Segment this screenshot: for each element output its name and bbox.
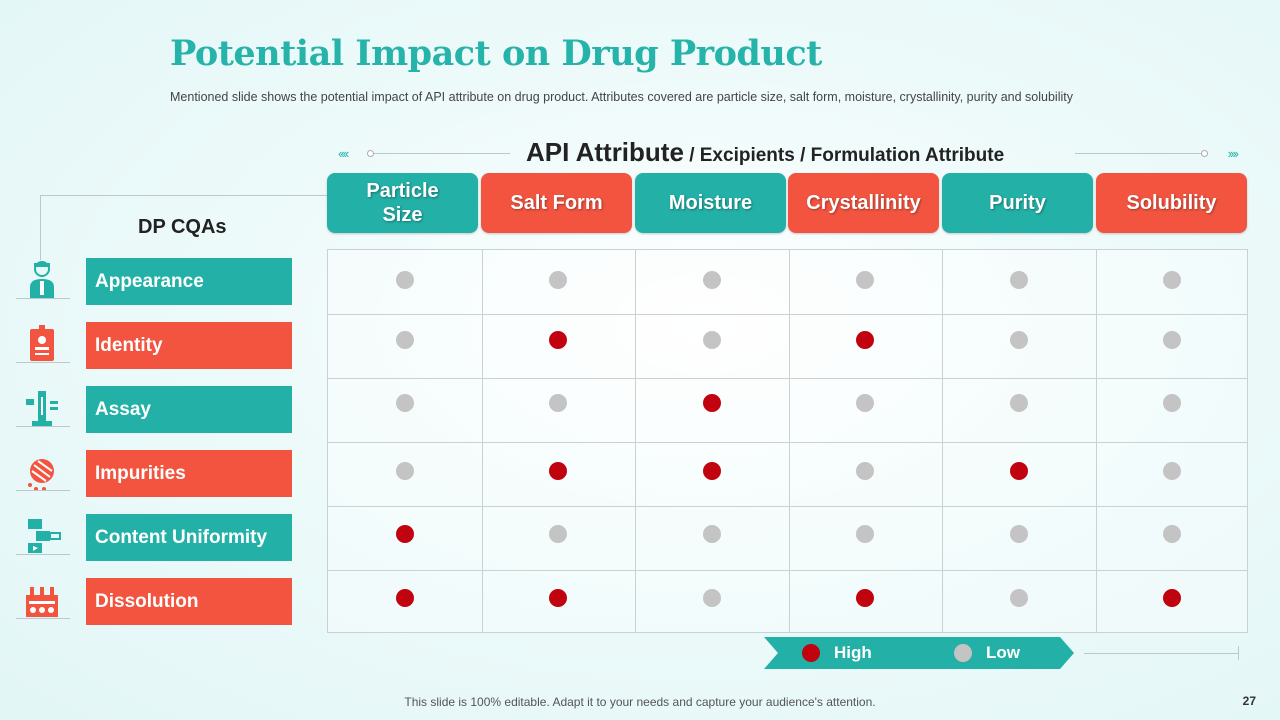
grid-line — [328, 442, 1247, 443]
impact-dot-low — [702, 525, 721, 543]
column-header: Particle Size — [327, 173, 478, 233]
impact-dot-low — [549, 525, 568, 543]
connector-line-vertical — [40, 195, 41, 260]
icon-underline — [16, 426, 70, 427]
page-number: 27 — [1242, 694, 1256, 708]
header-title: API Attribute / Excipients / Formulation… — [526, 137, 1004, 168]
test-tubes-icon — [16, 579, 68, 623]
impact-dot-low — [1163, 525, 1182, 543]
header-dot-right — [1201, 150, 1208, 157]
impact-dot-high — [1009, 462, 1028, 480]
legend-high-label: High — [834, 643, 872, 662]
molecule-icon — [16, 515, 68, 559]
legend-low: Low — [954, 643, 1020, 663]
grid-line — [328, 570, 1247, 571]
impact-dot-low — [856, 394, 875, 412]
row-label: Dissolution — [86, 578, 292, 625]
impact-dot-high — [702, 394, 721, 412]
impact-grid — [327, 249, 1248, 633]
impact-dot-low — [1163, 331, 1182, 349]
impact-dot-low — [395, 462, 414, 480]
impact-dot-high — [1163, 589, 1182, 607]
impact-dot-high — [549, 331, 568, 349]
grid-line — [942, 250, 943, 632]
grid-line — [788, 250, 790, 632]
grid-line — [1095, 250, 1097, 632]
icon-underline — [16, 490, 70, 491]
icon-underline — [16, 362, 70, 363]
legend: High Low — [764, 637, 1074, 669]
legend-tick — [1238, 646, 1239, 660]
impact-dot-low — [1009, 525, 1028, 543]
column-header: Solubility — [1096, 173, 1247, 233]
dp-cqas-label: DP CQAs — [138, 216, 227, 238]
grid-line — [328, 314, 1247, 315]
legend-line — [1084, 653, 1239, 654]
impact-dot-high — [395, 589, 414, 607]
header-dot-left — [367, 150, 374, 157]
impact-dot-low — [1163, 394, 1182, 412]
header-line-left — [370, 153, 510, 154]
column-header: Crystallinity — [788, 173, 939, 233]
impact-dot-low — [395, 331, 414, 349]
arrows-left-icon: ‹‹‹‹ — [338, 146, 349, 161]
row-label: Appearance — [86, 258, 292, 305]
footer-text: This slide is 100% editable. Adapt it to… — [404, 695, 876, 709]
low-dot-icon — [954, 644, 972, 662]
icon-underline — [16, 298, 70, 299]
row-label: Impurities — [86, 450, 292, 497]
header-main: API Attribute — [526, 137, 684, 167]
impact-dot-low — [1009, 271, 1028, 289]
page-subtitle: Mentioned slide shows the potential impa… — [170, 90, 1073, 104]
impact-dot-low — [856, 271, 875, 289]
impact-dot-high — [702, 462, 721, 480]
impact-dot-low — [549, 394, 568, 412]
impact-dot-high — [549, 589, 568, 607]
column-header: Purity — [942, 173, 1093, 233]
impact-dot-low — [1163, 462, 1182, 480]
row-label: Assay — [86, 386, 292, 433]
impact-dot-high — [856, 331, 875, 349]
grid-line — [328, 378, 1247, 379]
legend-low-label: Low — [986, 643, 1020, 662]
impact-dot-low — [1009, 589, 1028, 607]
header-rest: / Excipients / Formulation Attribute — [683, 145, 1005, 166]
legend-high: High — [802, 643, 872, 663]
id-card-icon — [16, 323, 68, 367]
attribute-header: ‹‹‹‹ API Attribute / Excipients / Formul… — [330, 136, 1245, 172]
impact-dot-low — [1009, 331, 1028, 349]
person-icon — [16, 259, 68, 303]
grid-line — [481, 250, 483, 632]
row-label: Content Uniformity — [86, 514, 292, 561]
page-title: Potential Impact on Drug Product — [170, 33, 822, 74]
impact-dot-low — [702, 331, 721, 349]
impact-dot-low — [1163, 271, 1182, 289]
impact-dot-low — [395, 271, 414, 289]
impact-dot-low — [1009, 394, 1028, 412]
high-dot-icon — [802, 644, 820, 662]
impact-dot-low — [702, 589, 721, 607]
lab-equipment-icon — [16, 387, 68, 431]
row-label: Identity — [86, 322, 292, 369]
impact-dot-low — [856, 525, 875, 543]
grid-line — [635, 250, 636, 632]
impact-dot-high — [395, 525, 414, 543]
impact-dot-high — [549, 462, 568, 480]
column-header: Moisture — [635, 173, 786, 233]
header-line-right — [1075, 153, 1205, 154]
arrows-right-icon: ›››› — [1227, 146, 1239, 161]
impact-dot-low — [395, 394, 414, 412]
impact-dot-low — [549, 271, 568, 289]
impact-dot-high — [856, 589, 875, 607]
impact-dot-low — [856, 462, 875, 480]
icon-underline — [16, 554, 70, 555]
grid-line — [328, 506, 1247, 507]
column-header: Salt Form — [481, 173, 632, 233]
connector-line — [40, 195, 327, 196]
icon-underline — [16, 618, 70, 619]
bacteria-icon — [16, 451, 68, 495]
impact-dot-low — [702, 271, 721, 289]
